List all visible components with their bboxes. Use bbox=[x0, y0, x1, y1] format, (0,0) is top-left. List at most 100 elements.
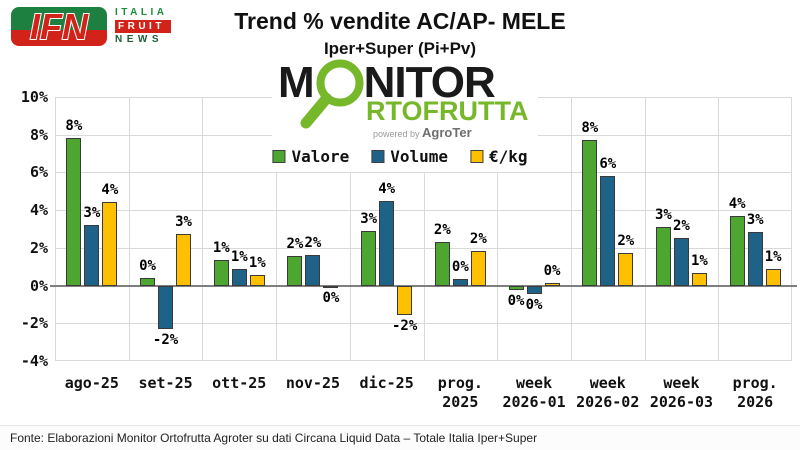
bar-value-label: 4% bbox=[378, 180, 396, 197]
y-axis-tick-label: 2% bbox=[29, 238, 48, 257]
gridline-vertical bbox=[349, 97, 351, 361]
bar-value-label: 0% bbox=[507, 293, 525, 310]
bar-Valore bbox=[140, 278, 156, 286]
x-axis-category-label: week 2026-01 bbox=[502, 374, 566, 411]
bar-value-label: 2% bbox=[673, 218, 690, 235]
x-axis-category-label: ago-25 bbox=[64, 374, 119, 392]
bar-value-label: 4% bbox=[728, 195, 746, 212]
bar-value-label: 1% bbox=[764, 248, 782, 265]
bar-value-label: 3% bbox=[83, 205, 101, 222]
bar-value-label: 2% bbox=[617, 232, 635, 249]
source-footer: Fonte: Elaborazioni Monitor Ortofrutta A… bbox=[0, 425, 800, 450]
valore-swatch-icon bbox=[272, 150, 286, 163]
bar-value-label: 1% bbox=[212, 240, 230, 257]
legend-item-volume: Volume bbox=[371, 147, 448, 166]
x-axis-category-label: prog. 2025 bbox=[437, 374, 483, 411]
x-axis-category-label: week 2026-03 bbox=[649, 374, 714, 411]
bar-Volume bbox=[673, 238, 689, 286]
ifn-badge-icon: IFN bbox=[11, 6, 107, 46]
bar-Valore bbox=[508, 285, 524, 291]
y-axis-tick-label: 6% bbox=[29, 163, 48, 182]
gridline-vertical bbox=[276, 97, 278, 361]
x-axis-category-label: week 2026-02 bbox=[576, 374, 640, 411]
bar-value-label: -2% bbox=[152, 331, 179, 348]
x-axis-category-label: nov-25 bbox=[285, 374, 341, 392]
bar-Valore bbox=[729, 215, 745, 286]
zero-axis-line bbox=[50, 284, 797, 287]
x-axis-category-label: ott-25 bbox=[212, 374, 267, 392]
y-axis-tick-label: 10% bbox=[20, 88, 48, 106]
page-subtitle: Iper+Super (Pi+Pv) bbox=[323, 39, 477, 58]
monitor-letter-m: M bbox=[278, 58, 315, 107]
bar-value-label: 0% bbox=[139, 258, 156, 275]
monitor-letters-nitor: NITOR bbox=[363, 58, 496, 107]
x-axis-category-label: prog. 2026 bbox=[732, 374, 778, 411]
bar-value-label: 1% bbox=[248, 255, 266, 272]
bar-€/kg bbox=[397, 285, 413, 315]
bar-value-label: 0% bbox=[525, 297, 543, 314]
ifn-fruit-label: FRUIT bbox=[115, 19, 171, 33]
gridline-vertical bbox=[423, 97, 425, 361]
legend-label-eur-kg: €/kg bbox=[489, 147, 528, 166]
eur-kg-swatch-icon bbox=[470, 150, 484, 163]
bar-value-label: 3% bbox=[175, 213, 192, 230]
bar-value-label: 1% bbox=[691, 253, 708, 270]
ifn-logo: IFN ITALIA FRUIT NEWS bbox=[10, 6, 171, 46]
bar-Valore bbox=[66, 138, 82, 286]
bar-€/kg bbox=[102, 201, 118, 286]
legend-label-volume: Volume bbox=[390, 147, 449, 166]
x-axis-category-label: dic-25 bbox=[359, 374, 414, 392]
bar-value-label: 3% bbox=[746, 211, 764, 228]
legend-item-valore: Valore bbox=[272, 147, 349, 166]
bar-value-label: 3% bbox=[360, 210, 378, 227]
bar-Valore bbox=[582, 140, 598, 286]
gridline-vertical bbox=[202, 97, 204, 361]
bar-Volume bbox=[747, 231, 763, 286]
bar-Volume bbox=[158, 285, 174, 329]
gridline-vertical bbox=[718, 97, 720, 361]
bar-Volume bbox=[379, 200, 395, 286]
page-title: Trend % vendite AC/AP- MELE bbox=[234, 8, 566, 34]
ifn-italia-label: ITALIA bbox=[115, 7, 168, 18]
bar-value-label: 4% bbox=[101, 181, 119, 198]
y-axis-tick-label: 8% bbox=[29, 125, 48, 144]
gridline-vertical bbox=[497, 97, 499, 361]
monitor-wordmark-line1: M NITOR bbox=[278, 58, 528, 129]
gridline-vertical bbox=[644, 97, 646, 361]
bar-value-label: 2% bbox=[286, 236, 304, 253]
bar-Valore bbox=[434, 242, 450, 286]
bar-value-label: 2% bbox=[304, 235, 322, 252]
y-axis-tick-label: -2% bbox=[20, 314, 48, 333]
bar-Valore bbox=[287, 256, 303, 286]
gridline-vertical bbox=[570, 97, 572, 361]
agroter-label: AgroTer bbox=[422, 125, 472, 140]
bar-€/kg bbox=[470, 250, 486, 286]
bar-€/kg bbox=[323, 285, 339, 288]
legend-item-eur-kg: €/kg bbox=[470, 147, 528, 166]
chart-legend: Valore Volume €/kg bbox=[266, 146, 534, 167]
bar-€/kg bbox=[249, 275, 265, 286]
bar-value-label: 0% bbox=[322, 289, 340, 306]
bar-Volume bbox=[305, 255, 321, 286]
bar-Valore bbox=[361, 230, 377, 286]
bar-value-label: 0% bbox=[451, 258, 469, 275]
bar-Volume bbox=[452, 278, 468, 286]
y-axis-tick-label: 4% bbox=[29, 201, 48, 220]
y-axis-tick-label: 0% bbox=[29, 276, 48, 295]
bar-value-label: 0% bbox=[543, 262, 561, 279]
ifn-news-label: NEWS bbox=[115, 34, 163, 45]
bar-value-label: 6% bbox=[599, 156, 617, 173]
magnifier-icon bbox=[300, 59, 364, 129]
bar-€/kg bbox=[544, 282, 560, 286]
ifn-acronym: IFN bbox=[30, 6, 89, 46]
bar-value-label: 2% bbox=[433, 222, 451, 239]
ifn-wordmark: ITALIA FRUIT NEWS bbox=[115, 7, 171, 45]
gridline-vertical bbox=[128, 97, 130, 361]
source-text: Fonte: Elaborazioni Monitor Ortofrutta A… bbox=[10, 431, 538, 445]
powered-by-agroter: powered by AgroTer bbox=[373, 126, 528, 139]
bar-Valore bbox=[213, 260, 229, 286]
bar-value-label: 3% bbox=[655, 207, 672, 224]
monitor-ortofrutta-logo: M NITOR RTOFRUTTA powered by AgroTer bbox=[278, 58, 528, 139]
